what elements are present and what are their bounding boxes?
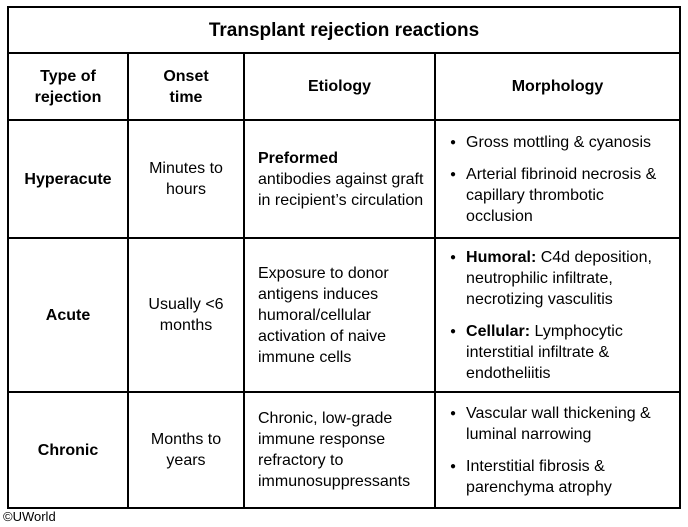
column-header-onset-time: Onset time xyxy=(129,54,243,119)
list-item: ● Arterial fibrinoid necrosis & capillar… xyxy=(450,164,671,227)
copyright-uworld: ©UWorld xyxy=(3,509,56,524)
bullet-icon: ● xyxy=(450,168,457,180)
bullet-icon: ● xyxy=(450,407,457,419)
row-hyperacute-type: Hyperacute xyxy=(9,121,127,237)
column-header-type-of-rejection: Type of rejection xyxy=(9,54,127,119)
etiology-body: antibodies against graft in recipient’s … xyxy=(258,170,424,209)
row-acute-onset: Usually <6 months xyxy=(129,239,243,391)
table-title: Transplant rejection reactions xyxy=(9,8,679,52)
etiology-body: Chronic, low-grade immune response refra… xyxy=(258,410,411,490)
etiology-body: Exposure to donor antigens induces humor… xyxy=(258,264,389,366)
etiology-bold-lead: Preformed xyxy=(258,149,339,167)
row-hyperacute-morphology: ● Gross mottling & cyanosis ● Arterial f… xyxy=(436,121,679,237)
bullet-icon: ● xyxy=(450,136,457,148)
row-chronic-onset: Months to years xyxy=(129,393,243,507)
list-item: ● Vascular wall thickening & luminal nar… xyxy=(450,403,671,445)
etiology-text: Exposure to donor antigens induces humor… xyxy=(258,263,426,368)
column-header-morphology: Morphology xyxy=(436,54,679,119)
row-acute-morphology: ● Humoral: C4d deposition, neutrophilic … xyxy=(436,239,679,391)
list-item: ● Interstitial fibrosis & parenchyma atr… xyxy=(450,456,671,498)
row-chronic-etiology: Chronic, low-grade immune response refra… xyxy=(245,393,434,507)
list-item-text: Vascular wall thickening & luminal narro… xyxy=(466,404,651,443)
list-item-text: Humoral: C4d deposition, neutrophilic in… xyxy=(466,248,652,308)
bullet-icon: ● xyxy=(450,460,457,472)
row-acute-etiology: Exposure to donor antigens induces humor… xyxy=(245,239,434,391)
transplant-rejection-table: Transplant rejection reactions Type of r… xyxy=(7,6,681,509)
etiology-text: Preformed antibodies against graft in rec… xyxy=(258,148,426,211)
column-header-etiology: Etiology xyxy=(245,54,434,119)
bullet-icon: ● xyxy=(450,251,457,263)
row-hyperacute-etiology: Preformed antibodies against graft in rec… xyxy=(245,121,434,237)
list-item-text: Cellular: Lymphocytic interstitial infil… xyxy=(466,322,623,382)
row-acute-type: Acute xyxy=(9,239,127,391)
list-item-text: Gross mottling & cyanosis xyxy=(466,133,651,151)
row-hyperacute-onset: Minutes to hours xyxy=(129,121,243,237)
list-item: ● Humoral: C4d deposition, neutrophilic … xyxy=(450,247,671,310)
list-item: ● Gross mottling & cyanosis xyxy=(450,132,671,153)
row-chronic-type: Chronic xyxy=(9,393,127,507)
list-item-text: Arterial fibrinoid necrosis & capillary … xyxy=(466,165,657,225)
list-item: ● Cellular: Lymphocytic interstitial inf… xyxy=(450,321,671,384)
list-item-text: Interstitial fibrosis & parenchyma atrop… xyxy=(466,457,612,496)
bullet-icon: ● xyxy=(450,325,457,337)
row-chronic-morphology: ● Vascular wall thickening & luminal nar… xyxy=(436,393,679,507)
etiology-text: Chronic, low-grade immune response refra… xyxy=(258,408,426,492)
